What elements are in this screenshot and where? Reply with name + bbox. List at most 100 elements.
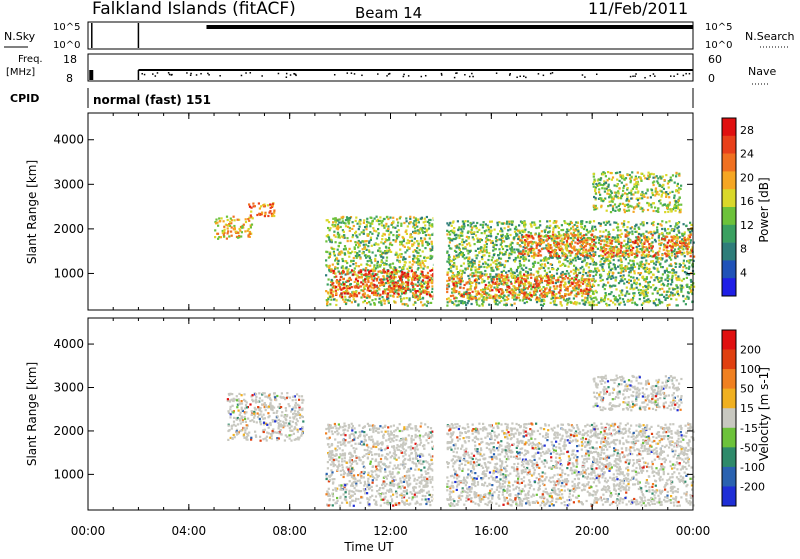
heatmap-cell [451, 280, 453, 282]
heatmap-cell [582, 283, 584, 285]
heatmap-cell [598, 188, 600, 190]
heatmap-cell [474, 243, 476, 245]
heatmap-cell [586, 299, 588, 301]
heatmap-cell [339, 218, 341, 220]
heatmap-cell [453, 276, 455, 278]
heatmap-cell [600, 243, 602, 245]
heatmap-cell [399, 249, 401, 251]
heatmap-cell [343, 271, 345, 273]
heatmap-cell [215, 222, 217, 224]
heatmap-cell [460, 280, 462, 282]
heatmap-cell [395, 273, 397, 275]
heatmap-cell [422, 262, 424, 264]
heatmap-cell [566, 303, 568, 305]
heatmap-cell [514, 275, 516, 277]
heatmap-cell [416, 275, 418, 277]
nave-dot [168, 72, 170, 74]
nave-dot [584, 76, 586, 78]
heatmap-cell [488, 282, 490, 284]
heatmap-cell [227, 225, 229, 227]
heatmap-cell [446, 261, 448, 263]
heatmap-cell [671, 269, 673, 271]
heatmap-cell [685, 298, 687, 300]
heatmap-cell [646, 267, 648, 269]
heatmap-cell [637, 236, 639, 238]
heatmap-cell [495, 303, 497, 305]
heatmap-cell [457, 220, 459, 222]
heatmap-cell [449, 277, 451, 279]
heatmap-cell [504, 264, 506, 266]
heatmap-cell [339, 295, 341, 297]
heatmap-cell [252, 217, 254, 219]
heatmap-cell [406, 220, 408, 222]
heatmap-cell [376, 216, 378, 218]
heatmap-cell [498, 291, 500, 293]
heatmap-cell [657, 304, 659, 306]
heatmap-cell [409, 221, 411, 223]
heatmap-cell [416, 247, 418, 249]
heatmap-cell [539, 282, 541, 284]
heatmap-cell [217, 225, 219, 227]
heatmap-cell [343, 283, 345, 285]
heatmap-cell [250, 226, 252, 228]
heatmap-cell [591, 286, 593, 288]
heatmap-cell [331, 283, 333, 285]
heatmap-cell [370, 217, 372, 219]
heatmap-cell [454, 234, 456, 236]
heatmap-cell [685, 267, 687, 269]
heatmap-cell [552, 282, 554, 284]
heatmap-cell [624, 278, 626, 280]
heatmap-cell [629, 260, 631, 262]
heatmap-cell [565, 275, 567, 277]
nave-dot [157, 72, 159, 74]
heatmap-cell [630, 180, 632, 182]
heatmap-cell [358, 220, 360, 222]
nave-dot [250, 72, 252, 74]
heatmap-cell [343, 231, 345, 233]
heatmap-cell [511, 276, 513, 278]
heatmap-cell [392, 282, 394, 284]
heatmap-cell [470, 222, 472, 224]
heatmap-cell [621, 182, 623, 184]
heatmap-cell [427, 291, 429, 293]
heatmap-cell [521, 291, 523, 293]
heatmap-cell [650, 196, 652, 198]
heatmap-cell [564, 233, 566, 235]
heatmap-cell [675, 277, 677, 279]
heatmap-cell [356, 294, 358, 296]
heatmap-cell [498, 283, 500, 285]
heatmap-cell [488, 227, 490, 229]
heatmap-cell [541, 280, 543, 282]
heatmap-cell [245, 218, 247, 220]
heatmap-cell [670, 249, 672, 251]
heatmap-cell [486, 243, 488, 245]
heatmap-cell [354, 267, 356, 269]
heatmap-cell [620, 259, 622, 261]
nave-dot [208, 74, 210, 76]
heatmap-cell [553, 275, 555, 277]
heatmap-cell [346, 262, 348, 264]
heatmap-cell [369, 290, 371, 292]
heatmap-cell [636, 277, 638, 279]
heatmap-cell [551, 257, 553, 259]
heatmap-cell [626, 250, 628, 252]
heatmap-cell [345, 247, 347, 249]
heatmap-cell [502, 223, 504, 225]
heatmap-cell [337, 263, 339, 265]
heatmap-cell [593, 243, 595, 245]
heatmap-cell [671, 239, 673, 241]
heatmap-cell [342, 260, 344, 262]
heatmap-cell [551, 236, 553, 238]
nave-dot [219, 75, 221, 77]
heatmap-cell [555, 282, 557, 284]
heatmap-cell [530, 224, 532, 226]
heatmap-cell [353, 260, 355, 262]
heatmap-cell [668, 220, 670, 222]
heatmap-cell [345, 219, 347, 221]
heatmap-cell [657, 223, 659, 225]
heatmap-cell [367, 287, 369, 289]
noise-panel-marks [92, 23, 693, 48]
heatmap-cell [519, 260, 521, 262]
heatmap-cell [470, 286, 472, 288]
heatmap-cell [507, 279, 509, 281]
